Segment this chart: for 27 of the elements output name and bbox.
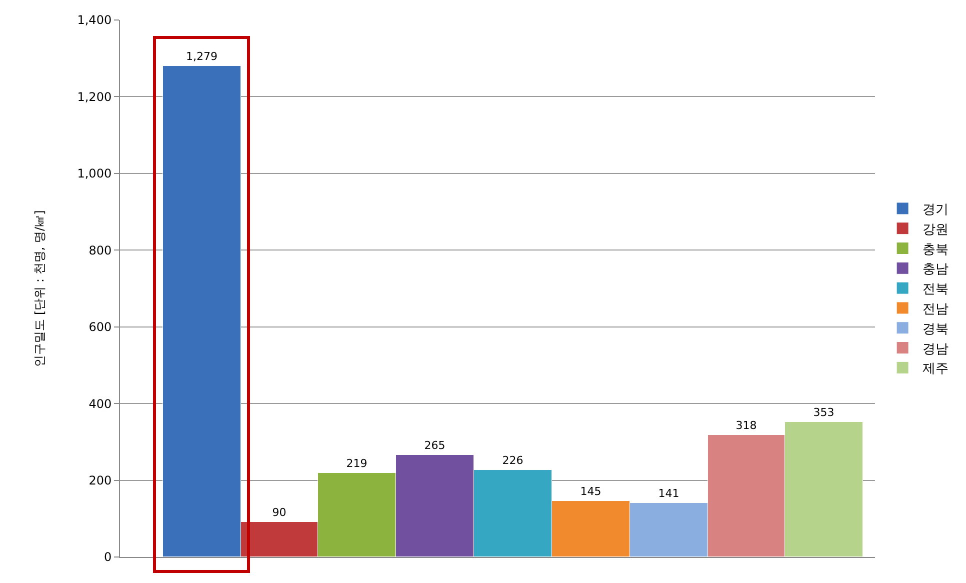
data-label: 318 [736, 418, 757, 432]
data-label: 226 [502, 454, 524, 467]
y-axis-title: 인구밀도 [단위 : 천명, 명/㎢] [32, 210, 47, 367]
y-tick-label: 1,400 [77, 13, 112, 28]
legend-label: 경북 [922, 322, 949, 337]
legend-label: 전북 [922, 282, 949, 298]
y-tick-label: 1,000 [77, 166, 112, 181]
y-tick-label: 200 [88, 473, 112, 488]
legend-label: 충남 [922, 262, 949, 278]
legend-label: 전남 [922, 302, 949, 318]
y-tick-label: 400 [88, 396, 112, 411]
legend-label: 충북 [922, 242, 949, 258]
data-label: 145 [580, 484, 602, 498]
data-label: 219 [346, 456, 368, 470]
y-tick-label: 600 [88, 320, 112, 334]
legend-label: 경기 [922, 202, 949, 218]
data-label: 141 [658, 486, 680, 500]
y-tick-label: 800 [88, 243, 112, 258]
legend-label: 경남 [922, 342, 949, 357]
y-tick-label: 0 [104, 550, 112, 564]
legend-label: 제주 [922, 362, 949, 377]
legend-label: 강원 [922, 222, 949, 238]
data-label: 265 [424, 438, 446, 452]
data-label: 1,279 [186, 50, 218, 63]
data-label: 90 [272, 506, 286, 519]
y-tick-label: 1,200 [77, 90, 112, 104]
data-label: 353 [813, 406, 834, 419]
